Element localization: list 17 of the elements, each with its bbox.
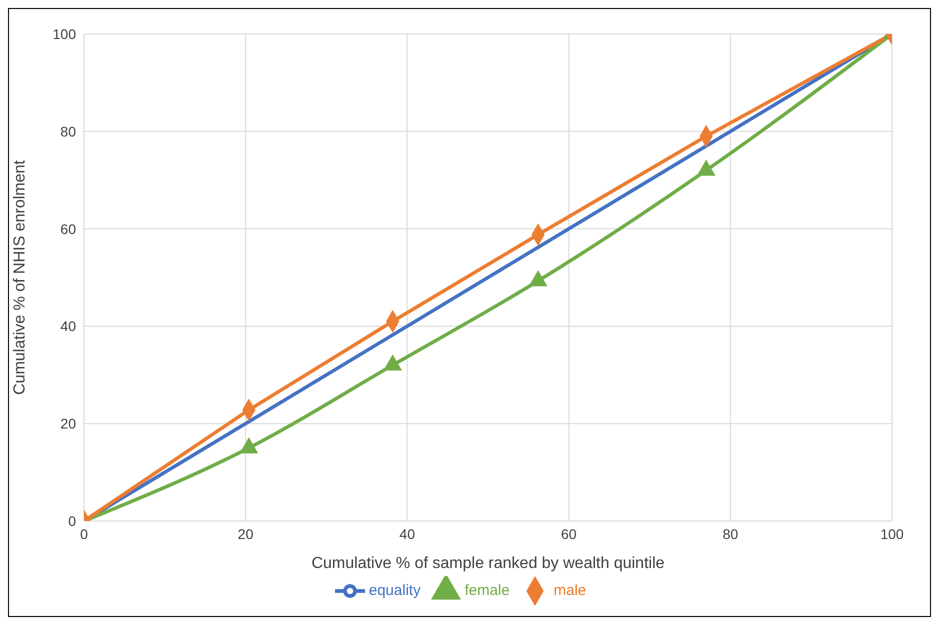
- x-tick-label: 0: [80, 526, 88, 542]
- legend-label: equality: [368, 582, 421, 599]
- legend-label: female: [464, 582, 510, 599]
- y-tick-label: 100: [52, 26, 76, 42]
- legend-label: male: [554, 582, 586, 599]
- x-tick-label: 20: [238, 526, 254, 542]
- x-tick-label: 80: [722, 526, 738, 542]
- x-tick-label: 100: [880, 526, 904, 542]
- y-tick-label: 40: [60, 318, 76, 334]
- y-tick-label: 20: [60, 416, 76, 432]
- x-tick-label: 40: [399, 526, 416, 542]
- y-tick-label: 80: [60, 123, 76, 140]
- x-tick-label: 60: [561, 526, 577, 542]
- y-tick-label: 0: [68, 512, 76, 529]
- y-axis-title: Cumulative % of NHIS enrolment: [12, 160, 29, 395]
- x-axis-title: Cumulative % of sample ranked by wealth quintile: [311, 555, 665, 572]
- y-tick-label: 60: [60, 220, 76, 237]
